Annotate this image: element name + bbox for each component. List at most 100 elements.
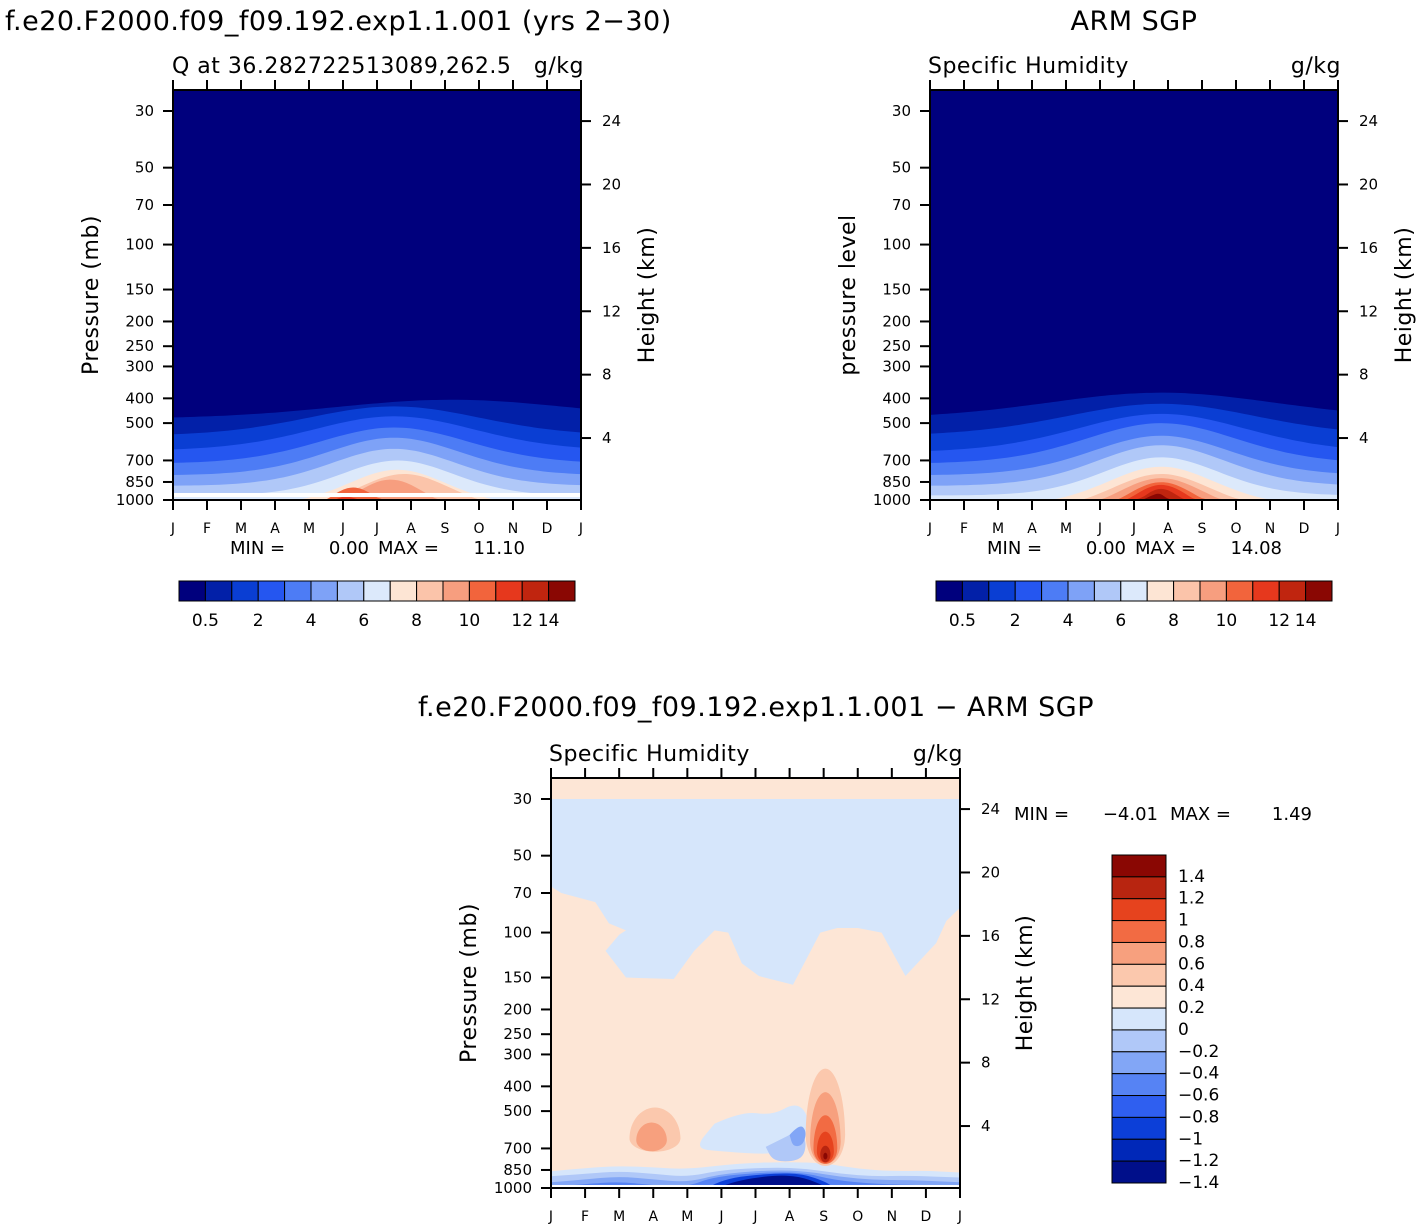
diff-month-label: S (819, 1209, 828, 1225)
panel-diff-title: f.e20.F2000.f09_f09.192.exp1.1.001 − ARM… (418, 692, 1094, 723)
diff-month-label: F (581, 1209, 589, 1225)
diff-pressure-label: 500 (503, 1102, 532, 1120)
model-month-label: M (235, 521, 247, 537)
obs-colorbar-label: 10 (1216, 611, 1238, 631)
diff-month-label: J (752, 1209, 757, 1225)
obs-pressure-label: 250 (882, 337, 911, 355)
obs-month-label: A (1027, 521, 1037, 537)
panel-model-max-label: MAX = (378, 538, 439, 559)
diff-colorbar-label: −1 (1178, 1129, 1203, 1149)
obs-month-label: F (960, 521, 968, 537)
obs-colorbar-label: 2 (1010, 611, 1021, 631)
model-contour-field (173, 90, 581, 500)
panel-obs-min-label: MIN = (987, 538, 1042, 559)
panel-model-ylabel2: Height (km) (635, 227, 660, 364)
obs-pressure-label: 150 (882, 281, 911, 299)
obs-month-label: D (1299, 521, 1310, 537)
model-month-label: N (508, 521, 518, 537)
diff-colorbar-swatch (1111, 1029, 1167, 1053)
obs-month-label: N (1265, 521, 1275, 537)
model-month-label: A (270, 521, 280, 537)
panel-diff-ylabel: Pressure (mb) (457, 903, 482, 1063)
model-colorbar-label: 12 (511, 611, 533, 631)
diff-colorbar-swatch (1111, 1007, 1167, 1031)
model-height-label: 4 (602, 429, 612, 447)
obs-colorbar-swatch (1041, 580, 1069, 602)
panel-obs-max-label: MAX = (1135, 538, 1196, 559)
panel-obs-left-label: Specific Humidity (928, 54, 1129, 79)
obs-pressure-label: 50 (892, 159, 911, 177)
diff-height-label: 12 (981, 990, 1000, 1008)
obs-height-label: 16 (1359, 239, 1378, 257)
diff-colorbar-label: −0.4 (1178, 1064, 1219, 1084)
diff-month-label: J (957, 1209, 962, 1225)
diff-month-label: J (718, 1209, 723, 1225)
obs-month-label: J (1097, 521, 1102, 537)
model-surface-gap (173, 493, 581, 497)
model-colorbar-swatch (521, 580, 550, 602)
model-colorbar-swatch (442, 580, 470, 602)
obs-colorbar-label: 14 (1295, 611, 1317, 631)
model-colorbar-swatch (178, 580, 206, 602)
diff-colorbar-swatch (1111, 985, 1167, 1009)
diff-colorbar-label: −0.6 (1178, 1086, 1219, 1106)
panel-diff-units: g/kg (913, 742, 963, 767)
diff-colorbar-label: −1.2 (1178, 1151, 1219, 1171)
obs-height-label: 4 (1359, 429, 1369, 447)
model-colorbar-swatch (363, 580, 391, 602)
obs-pressure-label: 400 (882, 389, 911, 407)
diff-pressure-label: 400 (503, 1077, 532, 1095)
panel-diff-max-label: MAX = (1170, 804, 1231, 825)
obs-pressure-label: 30 (892, 102, 911, 120)
diff-colorbar-swatch (1111, 941, 1167, 965)
diff-colorbar-label: 1 (1178, 911, 1189, 931)
model-colorbar-swatch (416, 580, 444, 602)
obs-height-label: 8 (1359, 366, 1369, 384)
model-month-label: J (578, 521, 583, 537)
model-pressure-label: 400 (125, 389, 154, 407)
obs-colorbar-swatch (1278, 580, 1307, 602)
diff-pressure-label: 70 (513, 884, 532, 902)
model-month-label: D (542, 521, 553, 537)
obs-colorbar-label: 12 (1268, 611, 1290, 631)
model-height-label: 12 (602, 302, 621, 320)
panel-diff: f.e20.F2000.f09_f09.192.exp1.1.001 − ARM… (418, 692, 1312, 1225)
model-height-label: 8 (602, 366, 612, 384)
model-colorbar-swatch (204, 580, 233, 602)
obs-colorbar-swatch (1305, 580, 1333, 602)
model-month-label: J (170, 521, 175, 537)
panel-model-units: g/kg (534, 54, 584, 79)
model-colorbar-label: 10 (459, 611, 481, 631)
diff-colorbar-label: 0.2 (1178, 998, 1205, 1018)
obs-colorbar-swatch (1173, 580, 1201, 602)
diff-surface-gap (551, 1185, 960, 1188)
model-pressure-label: 1000 (116, 491, 154, 509)
diff-month-label: D (921, 1209, 932, 1225)
obs-colorbar-swatch (935, 580, 963, 602)
obs-pressure-label: 700 (882, 451, 911, 469)
model-pressure-label: 50 (135, 159, 154, 177)
model-colorbar-swatch (389, 580, 418, 602)
model-colorbar-swatch (548, 580, 576, 602)
panel-model: f.e20.F2000.f09_f09.192.exp1.1.001 (yrs … (5, 6, 671, 631)
model-pressure-label: 250 (125, 337, 154, 355)
diff-colorbar-label: 0.6 (1178, 954, 1205, 974)
model-level-10 (173, 479, 581, 500)
diff-colorbar-swatch (1111, 1138, 1167, 1162)
obs-pressure-label: 200 (882, 312, 911, 330)
obs-colorbar-swatch (1067, 580, 1095, 602)
model-colorbar-swatch (468, 580, 497, 602)
panel-obs-units: g/kg (1291, 54, 1341, 79)
diff-pos-april-2 (636, 1122, 667, 1152)
model-height-label: 16 (602, 239, 621, 257)
obs-height-label: 12 (1359, 302, 1378, 320)
obs-colorbar-swatch (1093, 580, 1122, 602)
diff-colorbar-label: −0.8 (1178, 1107, 1219, 1127)
diff-pressure-label: 700 (503, 1139, 532, 1157)
diff-colorbar-label: 1.2 (1178, 889, 1205, 909)
diff-pressure-label: 1000 (494, 1179, 532, 1197)
diff-month-label: J (548, 1209, 553, 1225)
diff-pressure-label: 30 (513, 790, 532, 808)
obs-pressure-label: 500 (882, 414, 911, 432)
